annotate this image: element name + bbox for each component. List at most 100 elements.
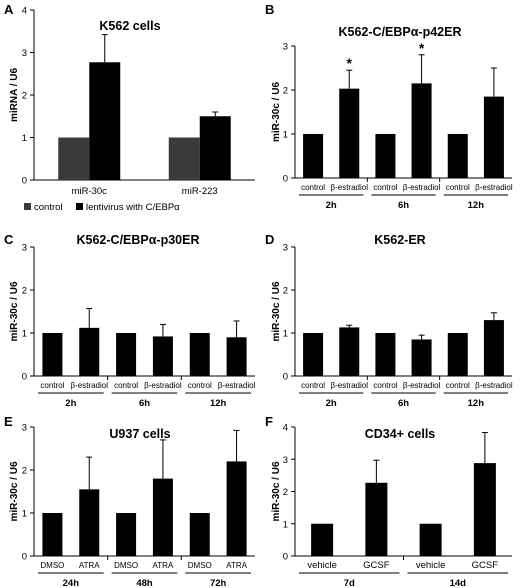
y-axis-label: miR-30c / U6 (9, 461, 20, 521)
bar (168, 137, 200, 180)
bar (339, 327, 360, 376)
y-tick-label: 1 (22, 133, 27, 144)
x-tick-label: GCSF (472, 560, 499, 571)
x-tick-label: miR-30c (72, 186, 108, 197)
x-tick-label: β-estradiol (70, 381, 108, 390)
x-tick-label: β-estradiol (475, 183, 513, 192)
bar (226, 337, 247, 376)
bar (79, 327, 100, 376)
y-tick-label: 0 (22, 552, 27, 563)
bar (199, 116, 231, 180)
x-tick-label: vehicle (416, 560, 446, 571)
y-tick-label: 3 (22, 423, 27, 434)
y-tick-label: 0 (22, 176, 27, 187)
significance-star: * (419, 40, 425, 56)
x-tick-label: control (373, 381, 397, 390)
y-axis-label: miR-30c / U6 (271, 281, 282, 341)
bar (411, 83, 432, 178)
group-label: 7d (344, 578, 355, 588)
bar (447, 333, 468, 376)
x-tick-label: β-estradiol (475, 381, 513, 390)
bar (42, 513, 63, 556)
y-axis-label: miR-30c / U6 (271, 461, 282, 521)
y-tick-label: 1 (22, 329, 27, 340)
bar (79, 489, 100, 556)
x-tick-label: ATRA (79, 561, 100, 570)
panel-e: E U937 cells 0 1 2 3 miR-30c / U6 DMSO ATRA DMSO A… (4, 414, 255, 588)
y-tick-label: 3 (22, 48, 27, 59)
bar (116, 513, 137, 556)
group-label: 6h (139, 398, 150, 409)
y-tick-label: 1 (283, 329, 288, 340)
panel-title: CD34+ cells (365, 427, 436, 441)
group-label: 12h (468, 200, 485, 211)
y-axis-label: miR-30c / U6 (271, 82, 282, 142)
y-axis-label: miRNA / U6 (9, 68, 20, 123)
bar (89, 62, 121, 180)
x-tick-label: control (301, 381, 325, 390)
panel-f: F CD34+ cells 0 1 2 3 4 miR-30c / U6 vehicle GCSF… (265, 414, 512, 588)
legend-swatch (76, 203, 83, 210)
x-tick-label: DMSO (188, 561, 212, 570)
group-label: 48h (136, 578, 153, 588)
y-tick-label: 2 (22, 91, 27, 102)
x-tick-label: DMSO (40, 561, 64, 570)
panel-title: K562-ER (374, 233, 425, 247)
y-tick-label: 2 (22, 286, 27, 297)
y-tick-label: 0 (22, 372, 27, 383)
x-tick-label: vehicle (307, 560, 337, 571)
group-label: 2h (65, 398, 76, 409)
x-tick-label: control (373, 183, 397, 192)
panel-label: A (4, 2, 14, 17)
panel-a: A K562 cells 0 1 2 3 4 miRNA / U6 miR-30c miR-223… (4, 2, 255, 213)
panel-title: K562 cells (99, 19, 160, 33)
x-tick-label: miR-223 (182, 186, 218, 197)
panel-title: K562-C/EBPα-p42ER (339, 25, 462, 39)
x-tick-label: control (446, 183, 470, 192)
group-label: 2h (326, 200, 337, 211)
x-tick-label: β-estradiol (144, 381, 182, 390)
x-tick-label: control (40, 381, 64, 390)
y-tick-label: 0 (283, 372, 288, 383)
bar (447, 134, 468, 178)
bar (483, 320, 504, 376)
panel-c: C K562-C/EBPα-p30ER 0 1 2 3 miR-30c / U6 contro… (4, 232, 256, 409)
y-tick-label: 2 (283, 487, 288, 498)
panel-title: K562-C/EBPα-p30ER (77, 233, 200, 247)
group-label: 12h (210, 398, 227, 409)
panel-label: E (4, 414, 13, 429)
y-tick-label: 2 (283, 286, 288, 297)
x-tick-label: GCSF (363, 560, 390, 571)
panel-label: B (265, 2, 274, 17)
x-tick-label: DMSO (114, 561, 138, 570)
y-tick-label: 4 (283, 423, 288, 434)
x-tick-label: β-estradiol (330, 381, 368, 390)
bar (42, 333, 63, 376)
x-tick-label: control (188, 381, 212, 390)
x-tick-label: β-estradiol (403, 183, 441, 192)
y-axis-label: miR-30c / U6 (9, 281, 20, 341)
panel-d: D K562-ER 0 1 2 3 miR-30c / U6 control β-estradi… (265, 232, 513, 409)
bar (189, 333, 210, 376)
x-tick-label: β-estradiol (330, 183, 368, 192)
x-tick-label: ATRA (153, 561, 174, 570)
group-label: 6h (398, 398, 409, 409)
bar (375, 333, 396, 376)
x-tick-label: ATRA (226, 561, 247, 570)
y-tick-label: 3 (283, 42, 288, 53)
bar (411, 339, 432, 376)
y-tick-label: 3 (22, 243, 27, 254)
bar (58, 137, 90, 180)
x-tick-label: β-estradiol (218, 381, 256, 390)
bar (311, 523, 334, 556)
group-label: 72h (210, 578, 227, 588)
y-tick-label: 3 (283, 243, 288, 254)
bar (116, 333, 137, 376)
group-label: 14d (450, 578, 467, 588)
y-tick-label: 1 (283, 519, 288, 530)
panel-title: U937 cells (109, 427, 170, 441)
group-label: 12h (468, 398, 485, 409)
legend-entry: control (34, 202, 63, 213)
x-tick-label: β-estradiol (403, 381, 441, 390)
legend-swatch (24, 203, 31, 210)
